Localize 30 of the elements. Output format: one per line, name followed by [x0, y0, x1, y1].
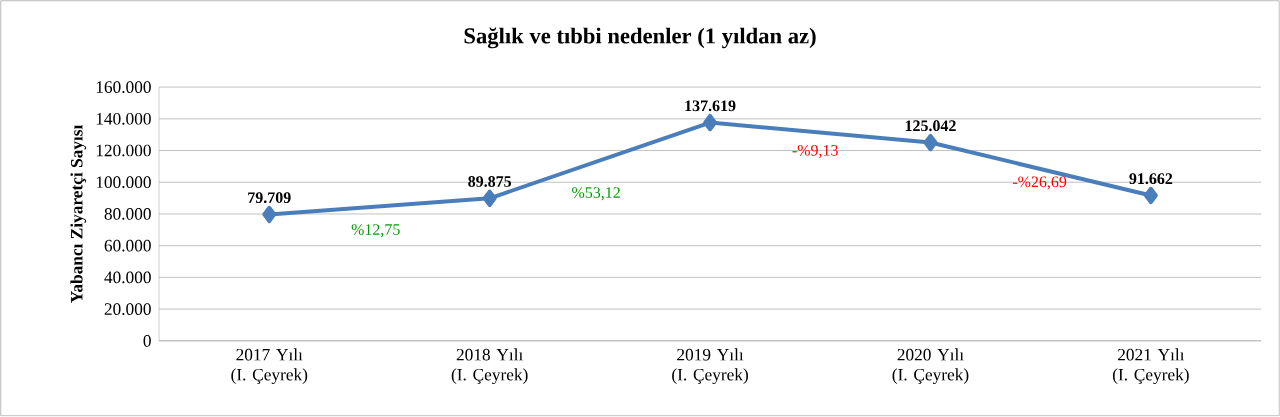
annotation: -%9,13 — [792, 145, 838, 159]
point — [703, 114, 718, 132]
y-tick-label: 80.000 — [104, 208, 151, 221]
chart-title: Sağlık ve tıbbi nedenler (1 yıldan az) — [464, 27, 816, 49]
data-label: 89.875 — [468, 176, 512, 188]
data-label: 79.709 — [248, 192, 291, 204]
y-axis-title: Yabancı Ziyaretçi Sayısı — [70, 125, 87, 304]
data-label: 137.619 — [685, 100, 736, 112]
point — [1143, 187, 1158, 205]
y-tick-label: 60.000 — [104, 240, 151, 252]
y-tick-label: 40.000 — [104, 271, 151, 284]
annotation: %12,75 — [351, 224, 400, 238]
annotation: -%26,69 — [1012, 176, 1067, 190]
y-tick-label: 140.000 — [96, 113, 151, 125]
data-label: 91.662 — [1129, 173, 1173, 185]
y-tick-label: 0 — [143, 335, 151, 347]
data-label: 125.042 — [905, 120, 956, 132]
x-tick-label: 2020 Yılı (I. Çeyrek) — [892, 348, 969, 385]
annotation: %53,12 — [572, 187, 620, 201]
y-tick-label: 120.000 — [96, 144, 151, 157]
x-tick-label: 2017 Yılı (I. Çeyrek) — [231, 348, 308, 385]
y-tick-label: 100.000 — [96, 176, 151, 189]
point — [923, 134, 938, 152]
x-tick-label: 2021 Yılı (I. Çeyrek) — [1112, 348, 1189, 385]
point — [262, 205, 277, 224]
x-tick-label: 2018 Yılı (I. Çeyrek) — [451, 348, 528, 385]
y-tick-label: 20.000 — [104, 303, 151, 316]
x-tick-label: 2019 Yılı (I. Çeyrek) — [672, 348, 748, 385]
y-tick-label: 160.000 — [96, 81, 151, 94]
point — [482, 189, 497, 208]
